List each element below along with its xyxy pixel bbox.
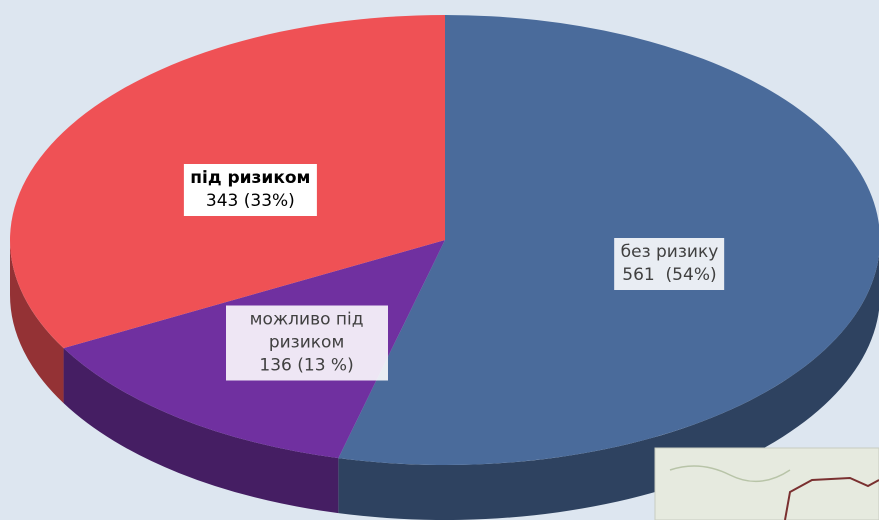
- category-label: без ризику: [621, 241, 719, 264]
- page: без ризику561 (54%) можливо під ризиком13…: [0, 0, 879, 520]
- chart: [0, 0, 879, 520]
- category-label: можливо під ризиком: [232, 308, 382, 354]
- value-label: 136 (13 %): [232, 354, 382, 377]
- value-label: 561 (54%): [621, 264, 719, 287]
- value-label: 343 (33%): [190, 190, 310, 213]
- category-label: під ризиком: [190, 167, 310, 190]
- map-thumbnail: [655, 448, 879, 520]
